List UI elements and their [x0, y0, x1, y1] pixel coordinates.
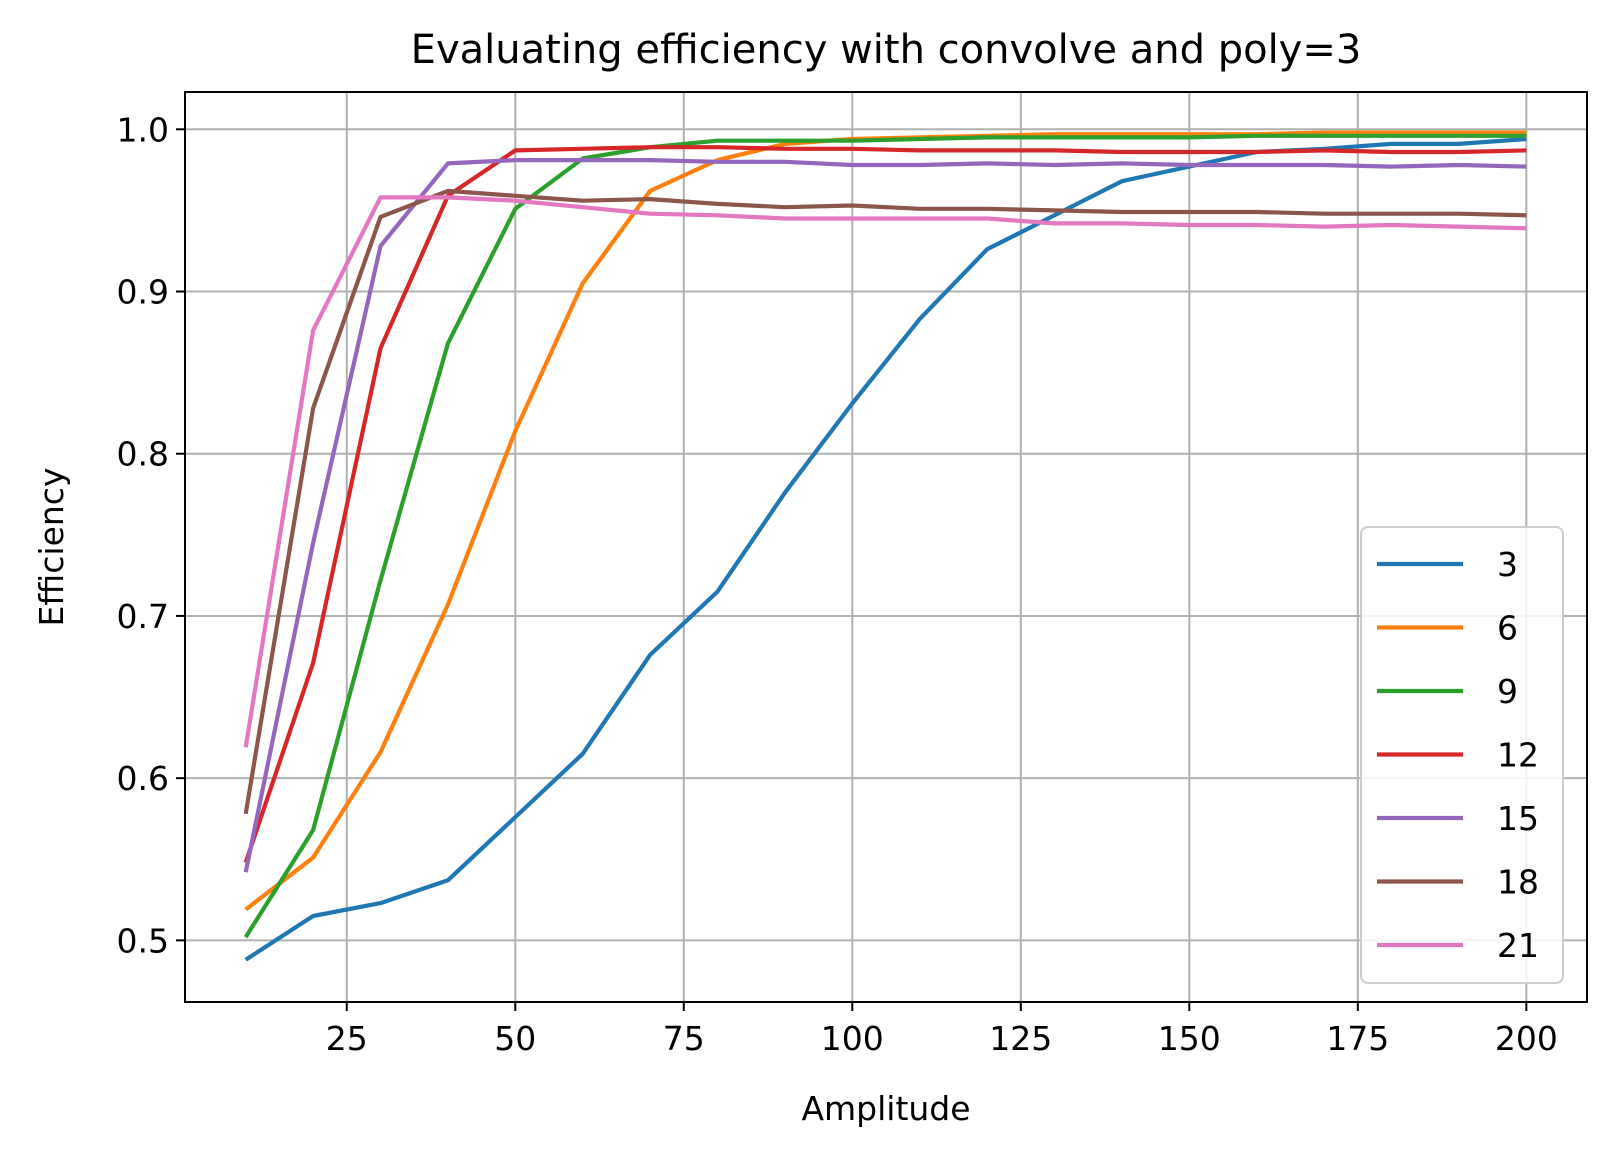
y-axis-label: Efficiency	[32, 468, 71, 627]
x-tick-label: 200	[1495, 1019, 1558, 1058]
legend-label-3: 3	[1497, 545, 1518, 584]
series-line-6	[244, 130, 1527, 912]
x-tick-label: 125	[989, 1019, 1052, 1058]
y-tick-label: 0.8	[117, 435, 169, 474]
x-tick-label: 25	[326, 1019, 368, 1058]
y-tick-label: 0.9	[117, 273, 169, 312]
x-tick-label: 175	[1326, 1019, 1389, 1058]
x-tick-label: 75	[663, 1019, 705, 1058]
x-tick-label: 50	[494, 1019, 536, 1058]
series-line-18	[243, 188, 1527, 815]
y-tick-label: 0.5	[117, 921, 169, 960]
x-tick-label: 150	[1158, 1019, 1221, 1058]
series-lines	[243, 130, 1527, 962]
legend-label-15: 15	[1497, 799, 1539, 838]
x-axis-label: Amplitude	[801, 1089, 970, 1128]
plot-area-frame	[184, 91, 1588, 1003]
legend-label-9: 9	[1497, 672, 1518, 711]
legend-label-18: 18	[1497, 863, 1539, 902]
x-tick-label: 100	[821, 1019, 884, 1058]
chart-title: Evaluating efficiency with convolve and …	[411, 27, 1362, 73]
legend-label-6: 6	[1497, 609, 1518, 648]
y-tick-label: 0.6	[117, 759, 169, 798]
series-line-12	[243, 145, 1527, 864]
series-line-9	[243, 133, 1527, 939]
y-tick-label: 0.7	[117, 597, 169, 636]
series-line-15	[243, 158, 1527, 873]
legend: 3 6 9 12 15 18 21	[1360, 526, 1564, 984]
axis-ticks: 25 50 75 100 125 150 175 200 0.5 0.6 0.7 0.8 0.9 1.0	[117, 110, 1558, 1058]
legend-label-21: 21	[1497, 926, 1539, 965]
series-line-3	[244, 136, 1527, 962]
y-tick-label: 1.0	[117, 110, 169, 149]
series-line-21	[243, 195, 1527, 748]
legend-label-12: 12	[1497, 736, 1539, 775]
